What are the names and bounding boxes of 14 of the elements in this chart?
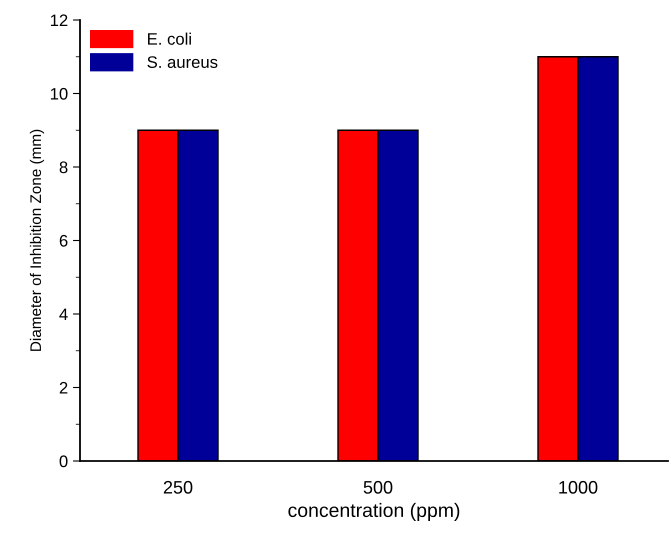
legend-label: E. coli [148,32,191,45]
y-tick-label: 0 [60,455,68,468]
x-tick-label: 1000 [559,480,598,494]
y-tick-label: 4 [59,308,68,320]
y-tick-label: 6 [60,234,68,247]
y-tick-label: 10 [50,88,68,100]
y-axis-title: Diameter of Inhibition Zone (mm) [30,130,44,351]
x-tick-label: 500 [364,480,392,494]
y-tick-label: 12 [50,14,68,26]
x-tick-label: 250 [164,480,192,494]
x-axis-title: concentration (ppm) [288,502,460,521]
y-tick-label: 8 [60,161,68,174]
legend-label: S. aureus [147,56,218,68]
y-tick-label: 2 [60,382,68,394]
